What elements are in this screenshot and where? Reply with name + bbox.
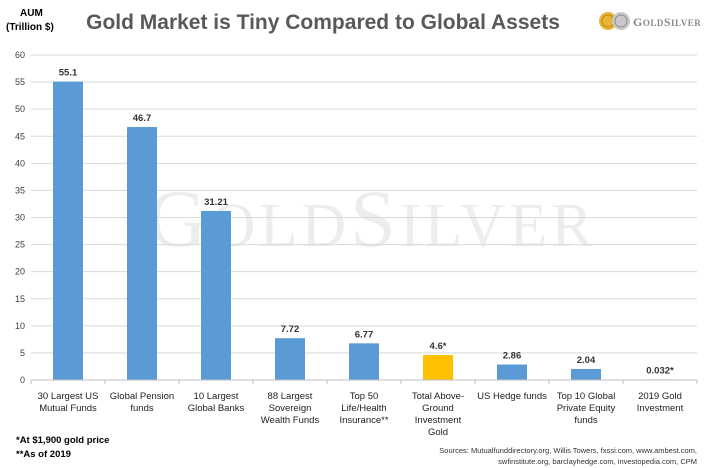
data-label: 4.6* [430,341,447,352]
category-label-line: Top 10 Global [557,391,616,402]
goldsilver-watermark: GOLDSILVER [147,173,596,264]
category-label-line: Ground [422,403,454,414]
y-tick-label: 5 [20,348,25,358]
category-label-line: Global Banks [188,403,245,414]
y-axis-title-line: (Trillion $) [6,22,54,33]
category-label-line: Wealth Funds [261,415,320,426]
category-label-line: Top 50 [350,391,379,402]
y-tick-label: 45 [15,131,25,141]
category-label-line: Total Above- [412,391,464,402]
category-label-line: 2019 Gold [638,391,682,402]
logo-letters-ilver: ILVER [671,18,701,28]
sources-note: Sources: Mutualfunddirectory.org, Willis… [439,446,697,466]
category-label-line: 88 Largest [268,391,313,402]
watermark-letters: ILVER [400,192,597,260]
category-label-line: Global Pension [110,391,174,402]
y-tick-label: 55 [15,77,25,87]
category-label-line: 10 Largest [194,391,239,402]
y-tick-label: 60 [15,50,25,60]
category-label-line: Sovereign [269,403,312,414]
y-tick-label: 35 [15,185,25,195]
footnote: **As of 2019 [16,449,71,460]
bar [571,368,601,380]
footnote: *At $1,900 gold price [16,435,109,446]
data-label: 46.7 [133,113,152,124]
sources-line: swfinstitute.org, barclayhedge.com, inve… [498,457,697,466]
bar [275,338,305,380]
category-label-line: Gold [428,427,448,438]
bar [423,355,453,380]
goldsilver-logo: GOLDSILVER [599,12,701,30]
watermark-letter: G [147,173,210,264]
logo-letter-s: S [664,15,671,29]
y-axis-title-line: AUM [20,8,43,19]
data-label: 0.032* [646,365,674,376]
category-label-line: Investment [637,403,684,414]
bar [53,81,83,381]
data-label: 7.72 [281,324,300,335]
data-label: 2.86 [503,351,522,362]
watermark-letters: OLD [211,192,350,260]
category-label-line: Insurance** [339,415,388,426]
data-label: 31.21 [204,197,228,208]
bar [201,210,231,380]
y-tick-label: 0 [20,375,25,385]
data-label: 6.77 [355,329,374,340]
y-axis-title: AUM (Trillion $) [6,8,54,33]
category-label-line: Mutual Funds [39,403,97,414]
category-label-line: funds [130,403,153,414]
y-tick-labels: 0 5 10 15 20 25 30 35 40 45 50 55 60 [15,50,25,385]
category-label-line: Investment [415,415,462,426]
chart-title: Gold Market is Tiny Compared to Global A… [86,11,560,34]
category-label-line: 30 Largest US [38,391,99,402]
logo-letters-old: OLD [643,18,664,28]
category-label-line: US Hedge funds [477,391,547,402]
bars [53,81,675,381]
bar [497,364,527,380]
bar [349,343,379,380]
y-tick-label: 25 [15,240,25,250]
category-label-line: funds [574,415,597,426]
watermark-text: GOLDSILVER [147,173,596,264]
data-labels: 55.1 46.7 31.21 7.72 6.77 4.6* 2.86 2.04 0.032* [59,68,674,377]
y-tick-label: 30 [15,213,25,223]
y-tick-label: 40 [15,158,25,168]
footnotes: *At $1,900 gold price **As of 2019 [16,435,109,460]
sources-line: Sources: Mutualfunddirectory.org, Willis… [439,446,697,455]
y-tick-label: 15 [15,294,25,304]
category-label-line: Life/Health [341,403,386,414]
y-tick-label: 10 [15,321,25,331]
data-label: 2.04 [577,355,596,366]
watermark-letter: S [350,173,400,264]
category-label-line: Private Equity [557,403,616,414]
y-tick-label: 50 [15,104,25,114]
y-tick-label: 20 [15,267,25,277]
goldsilver-logo-text: GOLDSILVER [633,15,701,29]
logo-letter-g: G [633,15,643,29]
data-label: 55.1 [59,68,78,79]
silver-coin-rim-icon [614,14,628,28]
bar [127,127,157,381]
